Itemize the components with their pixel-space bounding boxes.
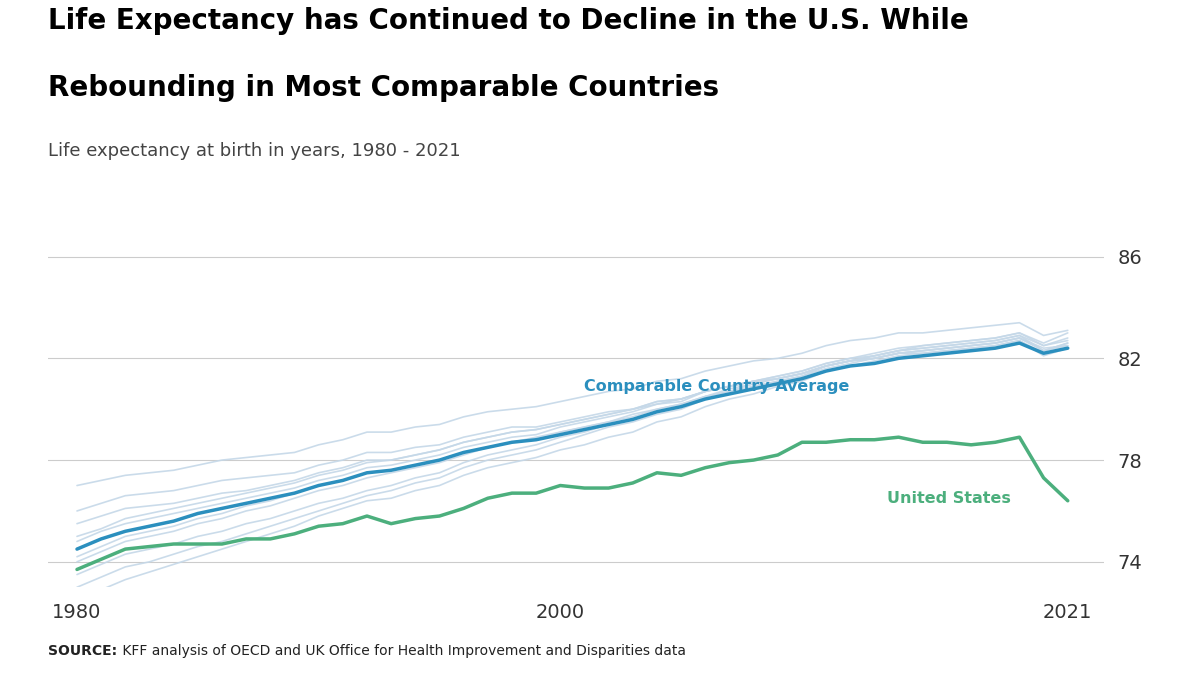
Text: Life expectancy at birth in years, 1980 - 2021: Life expectancy at birth in years, 1980 … — [48, 142, 461, 160]
Text: SOURCE:: SOURCE: — [48, 644, 118, 658]
Text: United States: United States — [887, 491, 1010, 506]
Text: KFF analysis of OECD and UK Office for Health Improvement and Disparities data: KFF analysis of OECD and UK Office for H… — [118, 644, 685, 658]
Text: Comparable Country Average: Comparable Country Average — [584, 379, 850, 394]
Text: Rebounding in Most Comparable Countries: Rebounding in Most Comparable Countries — [48, 74, 719, 102]
Text: Life Expectancy has Continued to Decline in the U.S. While: Life Expectancy has Continued to Decline… — [48, 7, 968, 34]
